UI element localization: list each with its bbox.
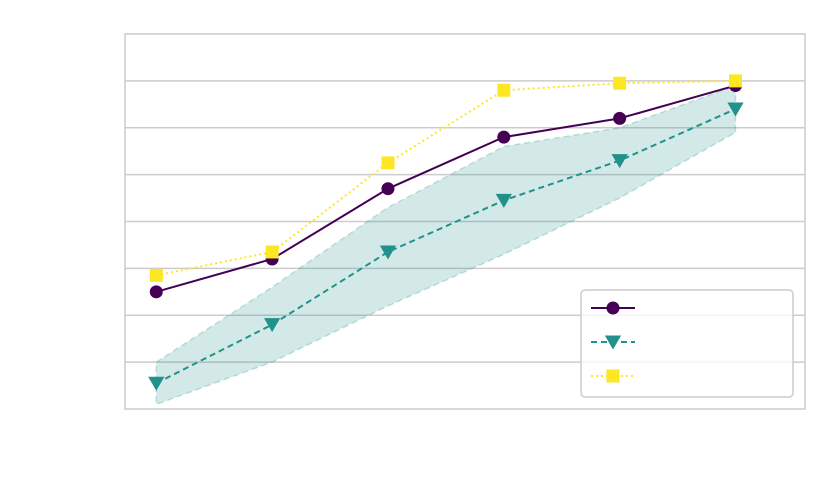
circle-series-point <box>497 130 511 144</box>
square-series-point <box>613 76 627 90</box>
circle-series-legend-marker <box>606 301 620 315</box>
triangle-series-point <box>263 318 281 333</box>
plot-frame <box>124 33 806 410</box>
triangle-series-point <box>495 193 512 208</box>
triangle-series-point <box>148 376 165 391</box>
legend <box>580 289 794 398</box>
circle-series-point <box>381 182 395 196</box>
legend-frame <box>580 289 794 398</box>
circle-series-line <box>156 84 736 293</box>
triangle-series-point <box>727 102 744 117</box>
triangle-series-point <box>379 245 397 260</box>
square-series-point <box>381 156 395 170</box>
square-series-point <box>265 245 279 259</box>
series-line-layer <box>155 79 736 385</box>
marker-layer <box>148 74 744 391</box>
confidence-band-layer <box>155 84 737 406</box>
square-series-line <box>156 79 736 277</box>
circle-series-point <box>613 111 627 125</box>
triangle-series-legend-marker <box>604 335 622 350</box>
square-series-legend-marker <box>606 369 620 383</box>
triangle-series-band <box>155 84 737 406</box>
square-series-point <box>497 83 511 97</box>
square-series-point <box>728 74 742 88</box>
square-series-point <box>149 268 163 282</box>
circle-series-point <box>149 285 163 299</box>
triangle-series-point <box>611 154 628 169</box>
